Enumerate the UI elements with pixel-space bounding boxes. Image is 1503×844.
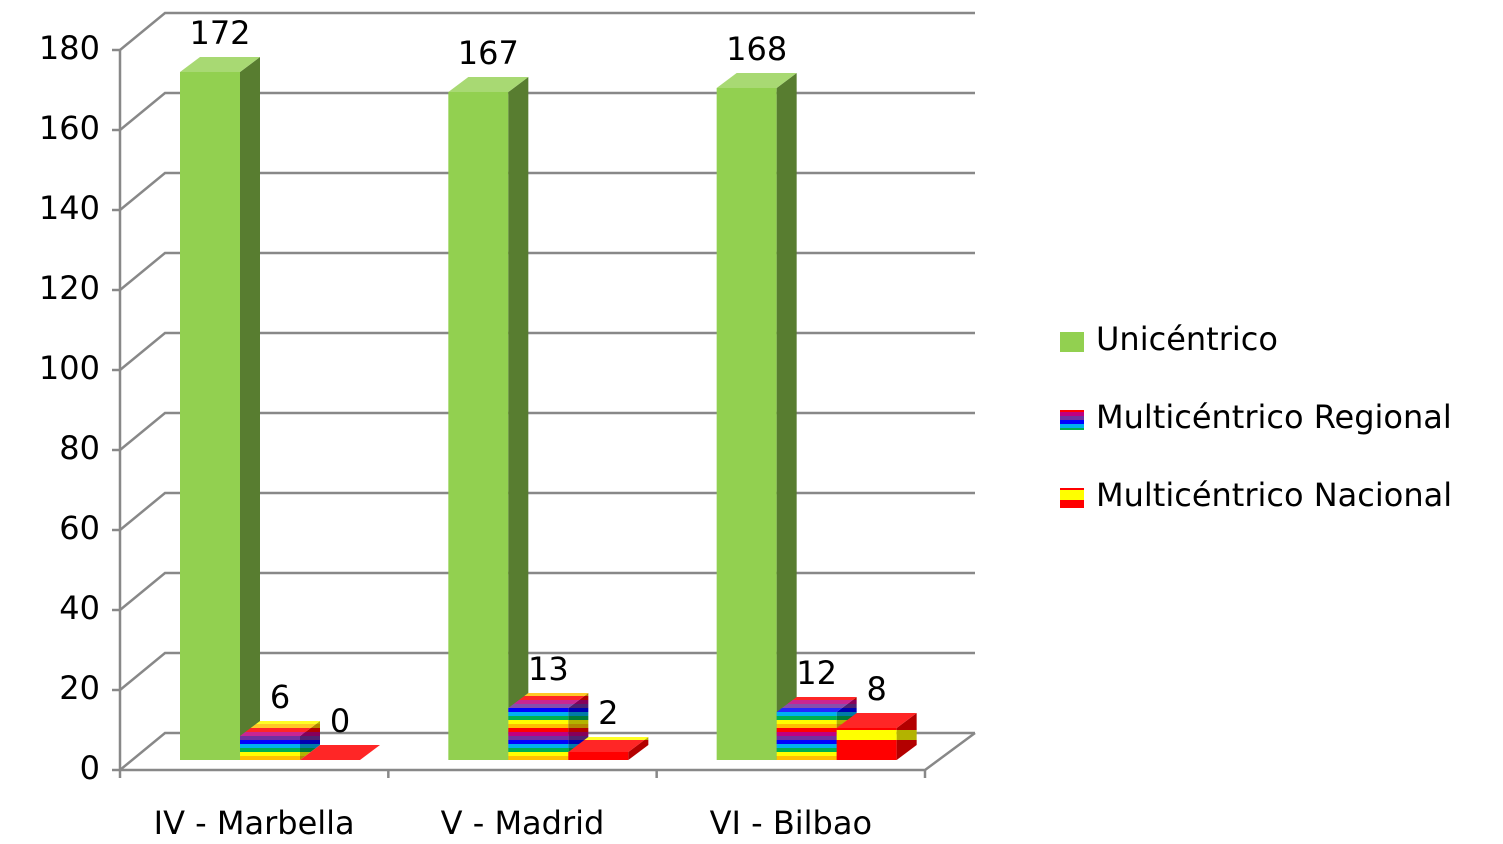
y-tick-label: 20: [59, 669, 100, 707]
grid-line: [119, 651, 975, 691]
legend-label: Multicéntrico Nacional: [1096, 476, 1452, 514]
data-label: 8: [866, 670, 886, 708]
grid-line: [119, 571, 975, 611]
bar-top: [448, 77, 529, 92]
bar-side: [896, 713, 917, 760]
bar-top: [568, 737, 649, 752]
grid-line: [119, 491, 975, 531]
bar-top: [776, 697, 857, 712]
data-label: 172: [189, 14, 250, 52]
bar-top: [180, 57, 260, 72]
y-tick-label: 120: [39, 269, 100, 307]
bar-top: [508, 693, 589, 708]
bar-side: [628, 737, 649, 760]
bar-top: [240, 721, 320, 736]
y-tick-label: 60: [59, 509, 100, 547]
data-label: 167: [458, 34, 519, 72]
x-tick-label: V - Madrid: [441, 804, 605, 842]
y-tick-label: 0: [80, 749, 100, 787]
grid-line: [119, 11, 975, 51]
bar: [448, 92, 509, 760]
bar-side: [508, 77, 529, 760]
y-tick-label: 140: [39, 189, 100, 227]
data-label: 12: [796, 654, 837, 692]
bar-top: [300, 745, 380, 760]
grid-line: [119, 331, 975, 371]
legend-swatch: [1060, 332, 1084, 352]
bar: [836, 728, 897, 760]
data-label: 0: [330, 702, 350, 740]
grid-line: [119, 251, 975, 291]
legend-label: Multicéntrico Regional: [1096, 398, 1452, 436]
data-label: 13: [528, 650, 569, 688]
bar: [240, 736, 300, 760]
grid-line: [119, 731, 975, 771]
y-tick-label: 40: [59, 589, 100, 627]
y-tick-label: 180: [39, 29, 100, 67]
data-label: 168: [726, 30, 787, 68]
grid-line: [119, 411, 975, 451]
bar: [776, 712, 837, 760]
legend-label: Unicéntrico: [1096, 320, 1278, 358]
legend-swatch: [1060, 488, 1084, 508]
bar: [508, 708, 569, 760]
data-label: 2: [598, 694, 618, 732]
bar-side: [776, 73, 797, 760]
legend-swatch: [1060, 410, 1084, 430]
bar-side: [240, 57, 260, 760]
y-tick-label: 100: [39, 349, 100, 387]
x-tick-label: VI - Bilbao: [710, 804, 872, 842]
grid-line: [119, 91, 975, 131]
bar: [716, 88, 777, 760]
bar-top: [716, 73, 797, 88]
y-tick-label: 80: [59, 429, 100, 467]
y-tick-label: 160: [39, 109, 100, 147]
grid-line: [119, 171, 975, 211]
x-tick-label: IV - Marbella: [154, 804, 355, 842]
bar: [180, 72, 240, 760]
bar: [568, 752, 629, 760]
data-label: 6: [270, 678, 290, 716]
bar-top: [836, 713, 917, 728]
bar-side: [300, 721, 320, 760]
